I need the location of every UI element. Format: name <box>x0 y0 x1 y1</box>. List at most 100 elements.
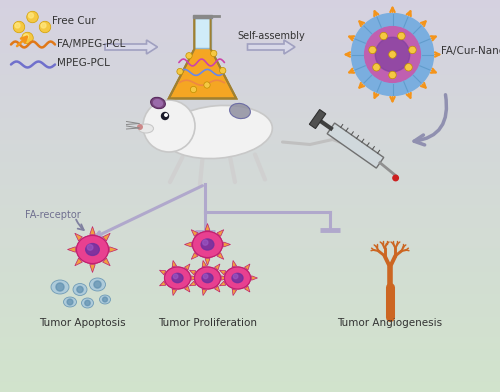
Ellipse shape <box>82 298 94 308</box>
Circle shape <box>41 23 46 28</box>
Polygon shape <box>202 260 206 267</box>
Bar <box>0 113 500 115</box>
Bar <box>0 24 500 26</box>
Polygon shape <box>192 276 198 280</box>
Circle shape <box>143 100 195 152</box>
Bar <box>0 328 500 330</box>
Bar <box>0 158 500 161</box>
Circle shape <box>77 286 83 293</box>
Bar <box>0 273 500 276</box>
Bar <box>0 218 500 221</box>
Bar <box>0 207 500 209</box>
Bar <box>0 359 500 362</box>
Circle shape <box>220 67 226 74</box>
Polygon shape <box>194 18 210 48</box>
Polygon shape <box>205 258 210 265</box>
Bar <box>0 136 500 138</box>
Bar <box>0 383 500 385</box>
Bar <box>0 111 500 114</box>
Bar <box>0 298 500 301</box>
Bar <box>0 276 500 278</box>
Bar <box>0 314 500 316</box>
Bar <box>0 245 500 247</box>
Ellipse shape <box>194 267 220 289</box>
Circle shape <box>24 34 28 39</box>
Bar <box>0 349 500 352</box>
Circle shape <box>162 113 168 120</box>
Bar <box>0 69 500 72</box>
Circle shape <box>13 21 25 33</box>
Bar <box>0 386 500 388</box>
Bar <box>0 178 500 180</box>
Bar <box>0 228 500 230</box>
Bar <box>0 189 500 191</box>
Bar <box>0 102 500 105</box>
Text: Tumor Angiogenesis: Tumor Angiogenesis <box>338 318 442 328</box>
Bar <box>0 350 500 353</box>
Circle shape <box>405 64 412 71</box>
Polygon shape <box>184 264 190 270</box>
Bar <box>0 170 500 172</box>
Bar <box>0 87 500 89</box>
Polygon shape <box>90 265 95 272</box>
Bar <box>0 390 500 392</box>
Ellipse shape <box>138 124 154 133</box>
Text: FA/Cur-Nano: FA/Cur-Nano <box>441 46 500 56</box>
Bar <box>0 42 500 44</box>
Bar <box>0 268 500 270</box>
Bar <box>0 161 500 163</box>
Bar <box>0 142 500 144</box>
Bar <box>0 124 500 127</box>
Bar <box>0 283 500 285</box>
Bar <box>0 322 500 324</box>
Circle shape <box>102 297 108 302</box>
Bar <box>0 89 500 91</box>
Bar <box>0 83 500 85</box>
Bar <box>0 267 500 269</box>
Bar <box>0 347 500 349</box>
Bar <box>0 247 500 250</box>
Bar <box>0 354 500 357</box>
Bar <box>0 21 500 24</box>
Bar <box>0 236 500 238</box>
Bar <box>0 238 500 240</box>
Circle shape <box>190 86 196 93</box>
Bar <box>0 375 500 377</box>
Bar <box>0 338 500 340</box>
Bar <box>0 5 500 8</box>
Bar <box>0 334 500 336</box>
Bar <box>0 312 500 315</box>
Bar <box>0 169 500 171</box>
Bar <box>0 373 500 375</box>
Text: Self-assembly: Self-assembly <box>238 31 306 41</box>
Bar <box>0 175 500 178</box>
Bar <box>0 181 500 183</box>
Circle shape <box>15 23 20 28</box>
Ellipse shape <box>202 273 213 283</box>
Ellipse shape <box>224 267 250 289</box>
Bar <box>0 118 500 120</box>
Bar <box>0 323 500 325</box>
Ellipse shape <box>192 232 222 258</box>
Polygon shape <box>172 260 176 267</box>
Bar <box>0 149 500 152</box>
Circle shape <box>87 245 93 250</box>
Bar <box>0 79 500 81</box>
Bar <box>0 306 500 309</box>
Bar <box>0 68 500 71</box>
Bar <box>0 100 500 102</box>
Bar <box>0 171 500 174</box>
Polygon shape <box>191 230 198 236</box>
Bar <box>0 93 500 95</box>
Bar <box>0 357 500 359</box>
Bar <box>0 138 500 140</box>
Polygon shape <box>222 276 228 280</box>
Ellipse shape <box>150 97 166 109</box>
Text: MPEG-PCL: MPEG-PCL <box>58 58 110 69</box>
Bar <box>0 38 500 40</box>
Bar <box>0 224 500 226</box>
Polygon shape <box>244 264 250 270</box>
Bar <box>0 166 500 169</box>
Bar <box>0 234 500 236</box>
Circle shape <box>389 71 396 79</box>
